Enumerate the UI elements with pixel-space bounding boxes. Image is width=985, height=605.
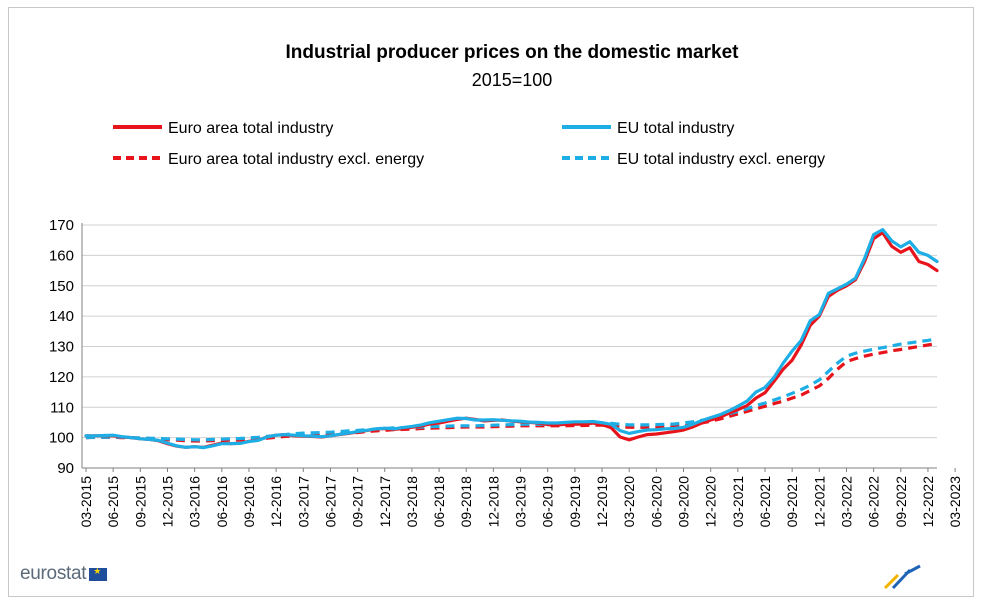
y-tick-label: 100 bbox=[49, 430, 74, 447]
x-tick-label: 03-2016 bbox=[187, 476, 203, 528]
x-tick-label: 03-2022 bbox=[838, 476, 854, 528]
legend-label-ea-total: Euro area total industry bbox=[168, 120, 333, 137]
legend-label-eu-total: EU total industry bbox=[617, 120, 734, 137]
eu-flag-icon bbox=[89, 566, 108, 581]
x-tick-label: 06-2021 bbox=[757, 476, 773, 528]
y-tick-label: 150 bbox=[49, 278, 74, 295]
x-tick-label: 06-2018 bbox=[431, 476, 447, 528]
chart-frame bbox=[8, 7, 974, 597]
logo-text: eurostat bbox=[20, 563, 87, 584]
x-tick-label: 06-2020 bbox=[648, 476, 664, 528]
legend-label-eu-excl-energy: EU total industry excl. energy bbox=[617, 151, 825, 168]
y-tick-label: 140 bbox=[49, 308, 74, 325]
x-tick-label: 03-2015 bbox=[78, 476, 94, 528]
x-tick-label: 12-2019 bbox=[594, 476, 610, 528]
x-tick-label: 03-2021 bbox=[730, 476, 746, 528]
legend-label-ea-excl-energy: Euro area total industry excl. energy bbox=[168, 151, 424, 168]
x-tick-label: 06-2019 bbox=[540, 476, 556, 528]
x-tick-label: 12-2022 bbox=[920, 476, 936, 528]
x-tick-label: 03-2019 bbox=[513, 476, 529, 528]
x-tick-label: 09-2017 bbox=[350, 476, 366, 528]
x-tick-label: 09-2018 bbox=[458, 476, 474, 528]
x-tick-label: 03-2017 bbox=[295, 476, 311, 528]
x-tick-label: 09-2015 bbox=[132, 476, 148, 528]
x-tick-label: 06-2017 bbox=[322, 476, 338, 528]
x-tick-label: 12-2017 bbox=[377, 476, 393, 528]
x-tick-label: 12-2018 bbox=[485, 476, 501, 528]
series-line-2 bbox=[85, 341, 938, 443]
y-tick-label: 130 bbox=[49, 339, 74, 356]
x-tick-label: 06-2022 bbox=[866, 476, 882, 528]
x-tick-label: 09-2022 bbox=[893, 476, 909, 528]
x-tick-label: 09-2020 bbox=[676, 476, 692, 528]
x-tick-label: 12-2016 bbox=[268, 476, 284, 528]
x-tick-label: 12-2021 bbox=[811, 476, 827, 528]
chart-title: Industrial producer prices on the domest… bbox=[285, 42, 739, 63]
eurostat-logo: eurostat bbox=[20, 563, 108, 585]
y-tick-label: 160 bbox=[49, 247, 74, 264]
x-tick-label: 03-2023 bbox=[947, 476, 963, 528]
x-tick-label: 09-2019 bbox=[567, 476, 583, 528]
y-tick-label: 170 bbox=[49, 217, 74, 234]
series-lines bbox=[84, 228, 939, 450]
x-tick-label: 09-2016 bbox=[241, 476, 257, 528]
x-tick-label: 03-2018 bbox=[404, 476, 420, 528]
legend: Euro area total industry EU total indust… bbox=[113, 120, 825, 168]
y-tick-label: 120 bbox=[49, 369, 74, 386]
series-line-0 bbox=[84, 231, 939, 449]
x-tick-label: 03-2020 bbox=[621, 476, 637, 528]
x-tick-label: 06-2016 bbox=[214, 476, 230, 528]
x-tick-label: 06-2015 bbox=[105, 476, 121, 528]
y-tick-label: 110 bbox=[50, 399, 74, 416]
axes: 90 100 110 120 130 140 150 160 170 03-2015 06-2015… bbox=[49, 217, 963, 527]
x-tick-label: 09-2021 bbox=[784, 476, 800, 528]
x-tick-label: 12-2015 bbox=[159, 476, 175, 528]
y-tick-label: 90 bbox=[57, 460, 74, 477]
series-line-3 bbox=[85, 337, 938, 442]
series-line-1 bbox=[84, 228, 939, 450]
corner-mark bbox=[883, 564, 921, 590]
chart-subtitle: 2015=100 bbox=[471, 70, 553, 90]
x-tick-label: 12-2020 bbox=[703, 476, 719, 528]
